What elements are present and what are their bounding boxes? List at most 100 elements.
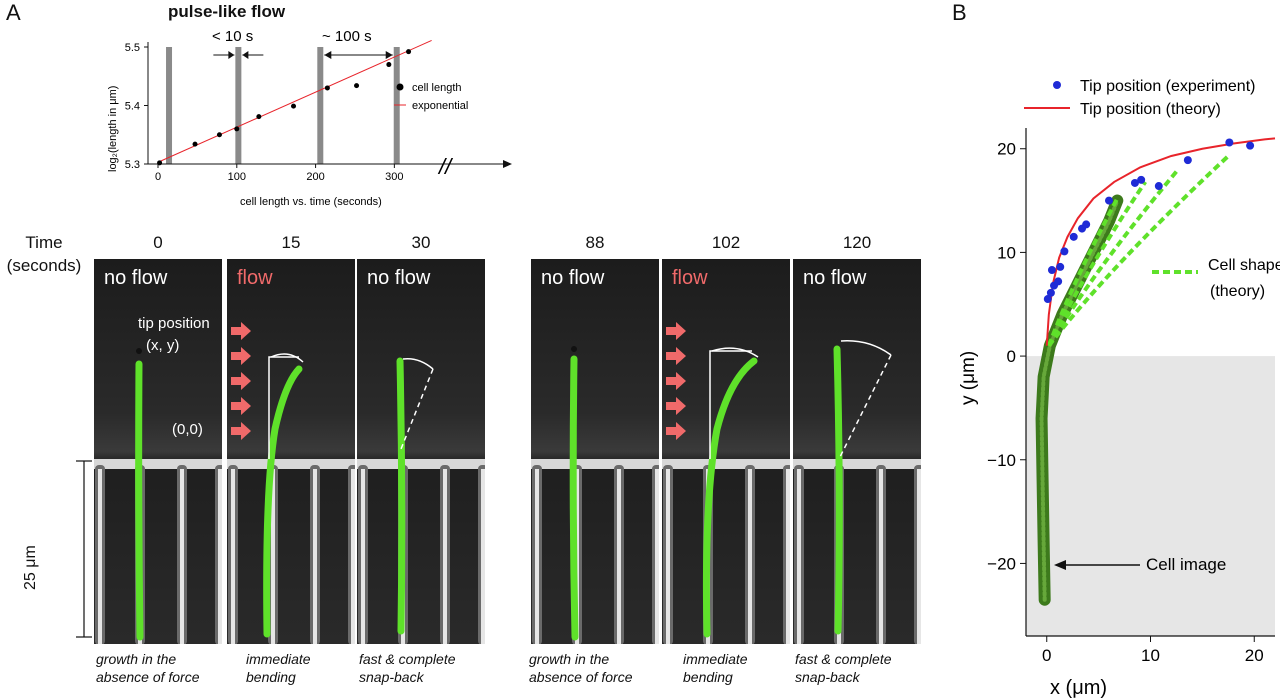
prior-position-dash [838,354,892,460]
pillar-highlight [271,469,275,644]
exponential-fit-line [157,40,432,163]
cell-length-point [354,83,360,89]
time-header-line1: Time [25,233,63,252]
x-tick-label-b: 0 [1042,646,1051,665]
time-label: 30 [411,233,431,252]
pillar-array [662,459,790,644]
bend-arc-arrow [270,353,304,363]
pillar-highlight [535,469,539,644]
microscopy-frame-88s: no flow [531,259,659,644]
experiment-tip-point [1183,156,1192,165]
cell-body [702,357,758,638]
xlabel-b: x (μm) [1050,677,1107,699]
snapback-arc-arrow [840,340,892,356]
flow-arrow-icon [666,322,686,340]
experiment-tip-point [1043,295,1052,304]
cell-length-point [291,103,297,109]
time-header: Time (seconds) [0,233,88,276]
cell-body [263,365,303,638]
short-interval-arrowhead [228,51,235,59]
experiment-tip-point [1054,277,1063,286]
pillar-highlight [313,469,317,644]
origin-label: (0,0) [172,421,203,438]
caption-line2: bending [246,669,296,685]
frame-caption: fast & complete snap-back [359,650,499,686]
legend-experiment-label: Tip position (experiment) [1080,78,1255,95]
microscopy-frame-30s: no flow [357,259,485,644]
channel-edge [94,459,222,469]
axis-break-mark: // [437,154,453,179]
flow-state-label: no flow [104,267,168,289]
cell-length-point [324,85,330,91]
flow-arrow-icon [666,347,686,365]
pillar-highlight [180,469,184,644]
flow-arrow-icon [231,422,251,440]
flow-state-label: no flow [541,267,605,289]
cell-body [833,345,843,635]
pillar-highlight [917,469,921,644]
y-tick-label-b: 20 [997,140,1016,159]
flow-arrow-icon [666,422,686,440]
pillar-array [531,459,659,644]
caption-line2: absence of force [529,669,633,685]
experiment-tip-point [1046,288,1055,297]
experiment-tip-point [1047,266,1056,275]
flow-pulse-bar [166,47,173,164]
flow-state-label: no flow [367,267,431,289]
cell-length-point [386,62,392,68]
flow-state-label: flow [237,267,273,289]
y-tick-label-b: −20 [987,554,1016,573]
channel-edge [357,459,485,469]
pillar-highlight [797,469,801,644]
tip-position-line2: (x, y) [146,337,180,354]
flow-arrow-icon [666,397,686,415]
pillar-array [94,459,222,644]
pillar-array [227,459,355,644]
experiment-tip-point [1154,182,1163,191]
cell-body [569,355,579,641]
y-tick-label-b: 0 [1007,347,1016,366]
x-tick-label-a: 100 [228,171,246,183]
short-interval-arrowhead [242,51,249,59]
frame-caption: immediate bending [246,650,386,686]
microscopy-frame-15s: flow [227,259,355,644]
microscopy-frame-0s: no flow tip position (x, y) (0,0) [94,259,222,644]
pillar-highlight [98,469,102,644]
x-axis-arrowhead [503,160,512,168]
cell-image-arrowhead [1054,560,1066,570]
time-label: 88 [585,233,605,252]
deflection-indicator [268,356,299,459]
bend-arc-arrow [711,347,759,358]
experiment-tip-point [1069,232,1078,241]
time-label: 102 [711,233,741,252]
legend-theory-label: Tip position (theory) [1080,101,1221,118]
annot-short-interval: < 10 s [212,28,253,45]
pillar-highlight [655,469,659,644]
channel-edge [531,459,659,469]
frame-caption: fast & complete snap-back [795,650,935,686]
microscopy-frame-120s: no flow [793,259,921,644]
pillar-array [357,459,485,644]
x-tick-label-b: 20 [1245,646,1264,665]
experiment-tip-point [1056,262,1065,271]
tip-position-label: tip position (x, y) [138,313,210,357]
cell-length-point [157,160,163,166]
ylabel-b: y (μm) [958,351,979,405]
time-label: 0 [153,233,163,252]
caption-line1: growth in the [96,651,177,667]
legend-line-label: exponential [412,100,468,112]
plot-title: pulse-like flow [168,2,286,21]
frame-caption: immediate bending [683,650,823,686]
scale-bar [76,460,92,638]
caption-line2: snap-back [795,669,860,685]
caption-line2: snap-back [359,669,424,685]
panel-b-letter: B [952,0,967,25]
pillar-highlight [361,469,365,644]
cell-length-point [234,126,240,132]
tip-position-chart: −20 −10 0 10 20 0 10 20 Tip position (experimen… [958,78,1280,699]
microscopy-frame-102s: flow [662,259,790,644]
caption-line2: absence of force [96,669,200,685]
frame-caption: growth in the absence of force [96,650,236,686]
caption-line1: growth in the [529,651,610,667]
cell-length-point [406,49,412,55]
